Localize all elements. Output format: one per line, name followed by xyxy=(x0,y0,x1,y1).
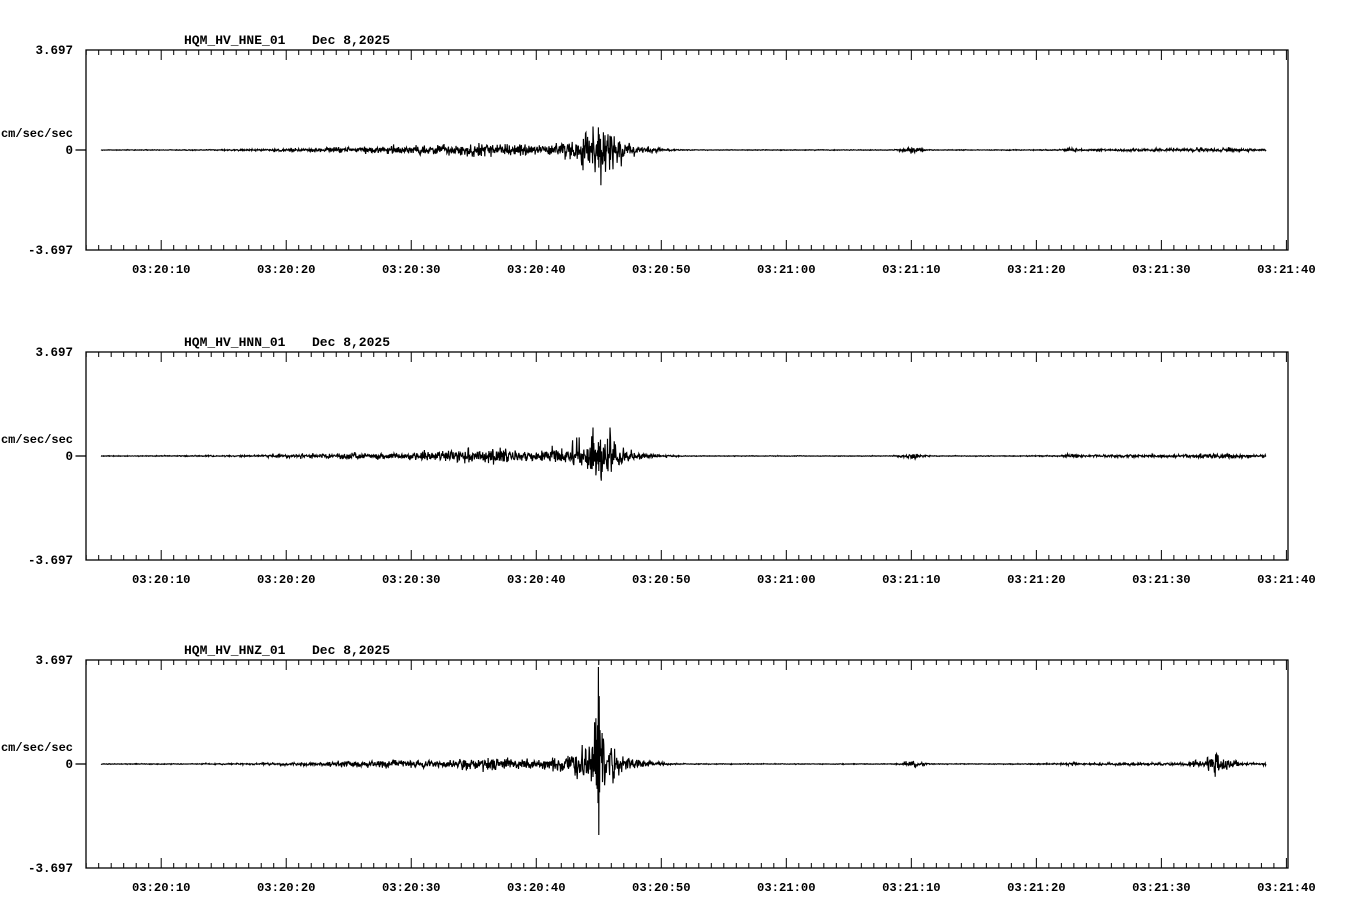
svg-text:03:21:00: 03:21:00 xyxy=(757,573,816,587)
svg-text:Dec 8,2025: Dec 8,2025 xyxy=(312,335,390,350)
svg-text:-3.697: -3.697 xyxy=(28,862,73,876)
svg-text:Dec 8,2025: Dec 8,2025 xyxy=(312,643,390,658)
svg-text:-3.697: -3.697 xyxy=(28,244,73,258)
svg-text:03:20:40: 03:20:40 xyxy=(507,881,566,895)
svg-text:03:20:10: 03:20:10 xyxy=(132,573,191,587)
svg-text:03:20:30: 03:20:30 xyxy=(382,881,441,895)
svg-text:03:21:30: 03:21:30 xyxy=(1132,263,1191,277)
svg-text:03:21:10: 03:21:10 xyxy=(882,881,941,895)
svg-text:03:20:10: 03:20:10 xyxy=(132,881,191,895)
svg-text:03:21:20: 03:21:20 xyxy=(1007,881,1066,895)
svg-text:03:20:10: 03:20:10 xyxy=(132,263,191,277)
svg-text:03:20:20: 03:20:20 xyxy=(257,573,316,587)
svg-text:HQM_HV_HNE_01: HQM_HV_HNE_01 xyxy=(184,33,286,48)
svg-text:0: 0 xyxy=(65,758,73,772)
svg-text:03:21:10: 03:21:10 xyxy=(882,263,941,277)
svg-text:03:20:30: 03:20:30 xyxy=(382,263,441,277)
svg-text:03:20:40: 03:20:40 xyxy=(507,573,566,587)
svg-text:03:21:30: 03:21:30 xyxy=(1132,573,1191,587)
svg-text:cm/sec/sec: cm/sec/sec xyxy=(1,127,73,141)
svg-text:3.697: 3.697 xyxy=(35,44,73,58)
svg-text:03:20:20: 03:20:20 xyxy=(257,881,316,895)
svg-text:HQM_HV_HNN_01: HQM_HV_HNN_01 xyxy=(184,335,286,350)
svg-text:03:21:10: 03:21:10 xyxy=(882,573,941,587)
svg-text:03:21:00: 03:21:00 xyxy=(757,263,816,277)
svg-text:cm/sec/sec: cm/sec/sec xyxy=(1,741,73,755)
svg-text:3.697: 3.697 xyxy=(35,346,73,360)
svg-text:03:20:30: 03:20:30 xyxy=(382,573,441,587)
svg-text:03:21:40: 03:21:40 xyxy=(1257,881,1316,895)
svg-text:Dec 8,2025: Dec 8,2025 xyxy=(312,33,390,48)
svg-text:03:21:00: 03:21:00 xyxy=(757,881,816,895)
svg-text:03:20:50: 03:20:50 xyxy=(632,263,691,277)
svg-text:03:21:40: 03:21:40 xyxy=(1257,573,1316,587)
svg-text:3.697: 3.697 xyxy=(35,654,73,668)
svg-text:03:21:30: 03:21:30 xyxy=(1132,881,1191,895)
svg-text:-3.697: -3.697 xyxy=(28,554,73,568)
svg-text:03:20:20: 03:20:20 xyxy=(257,263,316,277)
svg-text:03:21:20: 03:21:20 xyxy=(1007,263,1066,277)
svg-text:HQM_HV_HNZ_01: HQM_HV_HNZ_01 xyxy=(184,643,286,658)
svg-text:03:21:20: 03:21:20 xyxy=(1007,573,1066,587)
svg-text:03:21:40: 03:21:40 xyxy=(1257,263,1316,277)
svg-text:0: 0 xyxy=(65,450,73,464)
svg-text:cm/sec/sec: cm/sec/sec xyxy=(1,433,73,447)
svg-text:03:20:50: 03:20:50 xyxy=(632,573,691,587)
svg-text:03:20:50: 03:20:50 xyxy=(632,881,691,895)
svg-text:03:20:40: 03:20:40 xyxy=(507,263,566,277)
svg-text:0: 0 xyxy=(65,144,73,158)
